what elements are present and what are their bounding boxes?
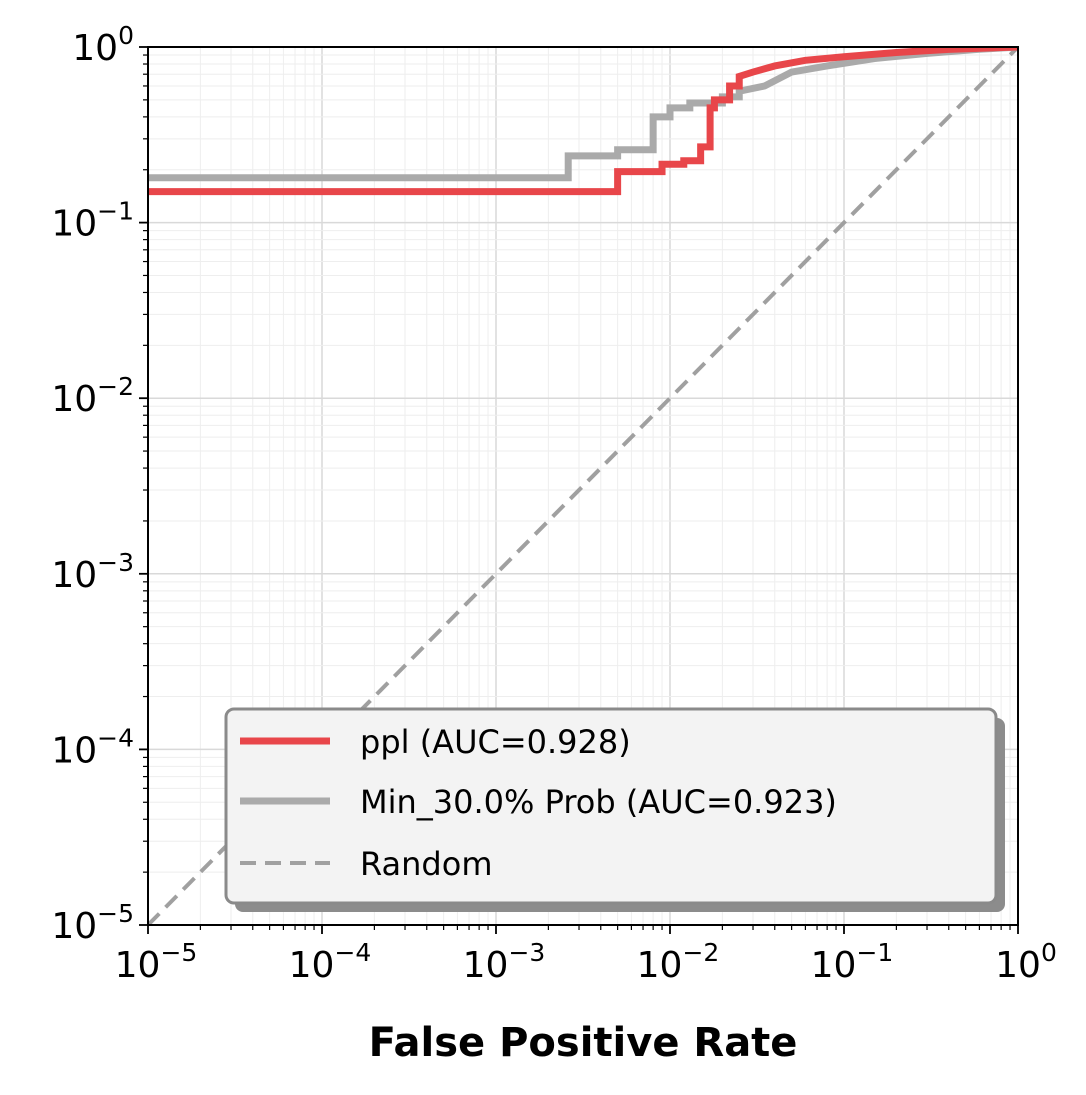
y-tick-label: 10−2 (51, 372, 134, 420)
legend-label: Random (360, 845, 492, 883)
x-tick-label: 10−4 (289, 938, 372, 986)
y-tick-label: 10−4 (51, 723, 134, 771)
x-tick-label: 10−2 (637, 938, 720, 986)
x-tick-labels: 10−5 10−4 10−3 10−2 10−1 100 (115, 938, 1057, 986)
x-tick-label: 100 (995, 938, 1057, 986)
tick-marks (139, 46, 1019, 934)
x-tick-label: 10−5 (115, 938, 198, 986)
x-tick-label: 10−3 (463, 938, 546, 986)
legend-label: Min_30.0% Prob (AUC=0.923) (360, 783, 837, 821)
x-axis-label: False Positive Rate (369, 1020, 798, 1066)
y-tick-label: 10−1 (51, 197, 134, 245)
y-tick-label: 10−5 (51, 899, 134, 947)
y-tick-label: 10−3 (51, 548, 134, 596)
y-tick-label: 100 (72, 21, 134, 69)
y-tick-labels: 10−5 10−4 10−3 10−2 10−1 100 (51, 21, 134, 947)
series-line-min-prob (148, 47, 1018, 182)
legend-box (224, 707, 998, 905)
legend: ppl (AUC=0.928) Min_30.0% Prob (AUC=0.923… (224, 707, 1005, 912)
legend-label: ppl (AUC=0.928) (360, 723, 631, 761)
x-tick-label: 10−1 (811, 938, 894, 986)
series-line-ppl (148, 47, 1018, 196)
plot-frame (147, 46, 1019, 926)
